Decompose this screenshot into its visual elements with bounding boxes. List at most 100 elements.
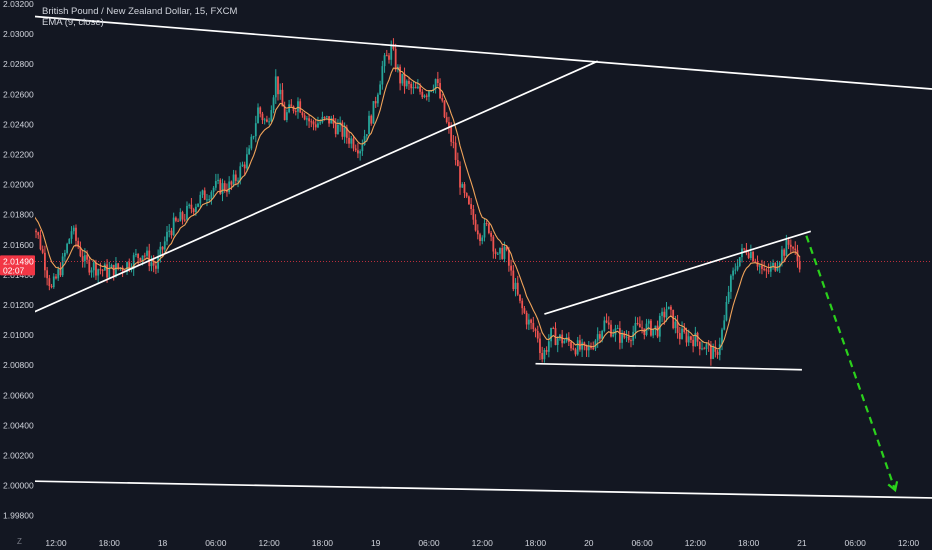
candle-body bbox=[658, 315, 661, 337]
candle-body bbox=[297, 101, 299, 112]
price-tag-countdown: 02:07 bbox=[3, 265, 25, 275]
candle-body bbox=[374, 101, 377, 104]
trendline bbox=[35, 480, 932, 499]
candle-body bbox=[781, 249, 783, 263]
candle-body bbox=[683, 328, 686, 333]
candle-body bbox=[210, 192, 213, 200]
candle-body bbox=[783, 249, 786, 256]
candle-body bbox=[421, 91, 424, 98]
candle-body bbox=[479, 234, 481, 241]
y-tick-label: 2.00400 bbox=[3, 420, 34, 430]
price-tag-value: 2.01490 bbox=[3, 256, 34, 266]
indicator-label[interactable]: EMA (9, close) bbox=[42, 17, 104, 28]
symbol-title[interactable]: British Pound / New Zealand Dollar, 15, … bbox=[42, 6, 238, 17]
candle-body bbox=[155, 265, 157, 269]
candle-body bbox=[241, 164, 244, 167]
candle-body bbox=[401, 73, 404, 84]
candle-body bbox=[747, 253, 750, 259]
candle-body bbox=[68, 238, 71, 244]
candle-body bbox=[796, 250, 799, 262]
candle-body bbox=[443, 100, 446, 118]
candle-body bbox=[237, 180, 239, 182]
zoom-icon[interactable]: Z bbox=[17, 537, 22, 546]
candle-body bbox=[141, 255, 144, 261]
candle-body bbox=[785, 239, 788, 256]
candle-body bbox=[436, 79, 439, 84]
candle-body bbox=[108, 268, 111, 278]
candle-body bbox=[468, 196, 470, 205]
y-tick-label: 2.00600 bbox=[3, 390, 34, 400]
candle-body bbox=[388, 55, 390, 60]
x-tick-label: 18:00 bbox=[312, 538, 334, 548]
candle-body bbox=[769, 265, 772, 272]
y-tick-label: 2.03200 bbox=[3, 0, 34, 9]
trendline bbox=[35, 15, 932, 90]
candle-body bbox=[246, 154, 248, 169]
candle-body bbox=[672, 309, 675, 329]
candle-body bbox=[561, 334, 564, 344]
candle-body bbox=[690, 336, 692, 340]
candle-body bbox=[776, 267, 779, 271]
candle-body bbox=[188, 204, 191, 206]
candle-body bbox=[694, 332, 697, 347]
candle-body bbox=[441, 98, 444, 101]
candle-body bbox=[736, 265, 739, 270]
candle-body bbox=[525, 312, 528, 325]
candle-body bbox=[41, 249, 44, 253]
candle-body bbox=[310, 121, 313, 123]
y-tick-label: 2.02400 bbox=[3, 119, 34, 129]
ema-line bbox=[35, 67, 801, 350]
candle-body bbox=[172, 217, 175, 236]
x-tick-label: 20 bbox=[584, 538, 594, 548]
candle-body bbox=[752, 251, 754, 262]
y-tick-label: 2.02200 bbox=[3, 150, 34, 160]
candle-body bbox=[419, 86, 421, 92]
candle-body bbox=[665, 309, 668, 318]
candle-body bbox=[661, 311, 663, 316]
candle-body bbox=[50, 286, 53, 288]
candle-body bbox=[618, 328, 621, 343]
candle-body bbox=[148, 250, 151, 267]
candle-body bbox=[226, 190, 228, 193]
candle-body bbox=[692, 339, 695, 347]
candle-body bbox=[654, 325, 657, 329]
candle-body bbox=[230, 181, 233, 185]
y-tick-label: 2.01000 bbox=[3, 330, 34, 340]
candle-body bbox=[106, 264, 108, 278]
candle-body bbox=[174, 217, 177, 221]
candle-body bbox=[570, 341, 572, 349]
candle-body bbox=[565, 337, 568, 341]
candle-body bbox=[334, 124, 337, 135]
trendline bbox=[535, 362, 802, 371]
candle-body bbox=[194, 206, 197, 213]
candle-body bbox=[325, 116, 328, 118]
candle-body bbox=[434, 79, 437, 89]
candle-body bbox=[416, 86, 419, 89]
candle-body bbox=[705, 344, 708, 350]
y-tick-label: 2.02600 bbox=[3, 89, 34, 99]
candle-body bbox=[183, 219, 186, 221]
candle-body bbox=[294, 111, 297, 113]
candle-body bbox=[734, 269, 737, 271]
candle-body bbox=[308, 118, 310, 122]
candle-body bbox=[399, 66, 401, 84]
candle-body bbox=[403, 73, 406, 87]
candle-body bbox=[75, 227, 77, 241]
candle-body bbox=[483, 223, 486, 238]
candle-body bbox=[725, 301, 728, 321]
candle-body bbox=[612, 334, 615, 337]
candle-body bbox=[139, 258, 142, 261]
candle-body bbox=[656, 325, 659, 337]
candle-body bbox=[368, 115, 370, 135]
candle-body bbox=[303, 115, 306, 120]
candle-body bbox=[159, 246, 162, 257]
y-tick-label: 2.03000 bbox=[3, 29, 34, 39]
candle-body bbox=[630, 340, 632, 342]
candle-body bbox=[641, 327, 643, 329]
candle-body bbox=[150, 262, 153, 267]
candle-body bbox=[181, 212, 184, 220]
candle-body bbox=[674, 321, 677, 329]
y-tick-label: 2.00000 bbox=[3, 481, 34, 491]
candle-body bbox=[266, 119, 268, 122]
